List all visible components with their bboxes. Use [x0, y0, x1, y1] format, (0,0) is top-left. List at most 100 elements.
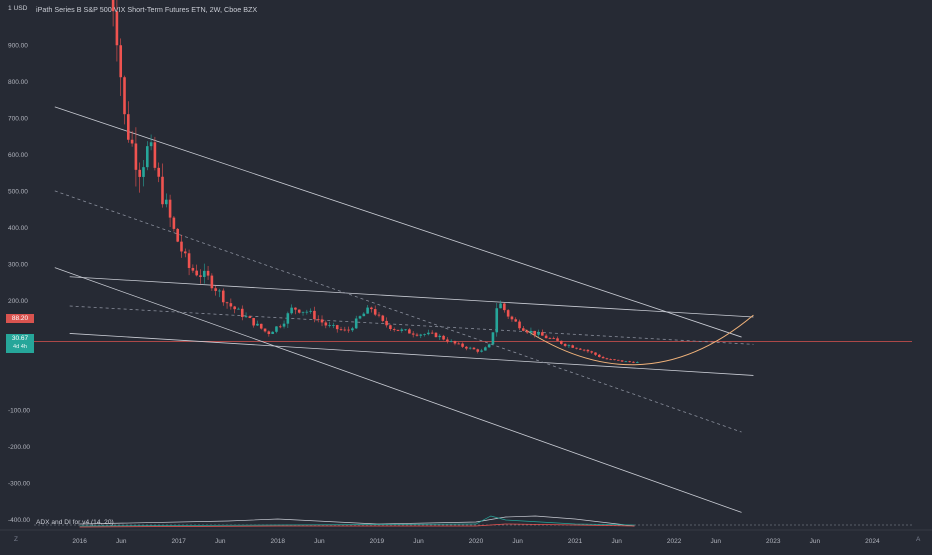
y-tick-label: 900.00	[8, 42, 28, 49]
y-tick-label: -100.00	[8, 408, 30, 415]
candle-body	[423, 334, 426, 335]
candle-body	[575, 347, 578, 349]
x-tick-label: 2017	[171, 538, 186, 545]
candle-body	[168, 199, 172, 218]
candle-body	[537, 332, 540, 335]
candle-body	[138, 169, 142, 177]
candle-body	[567, 345, 571, 347]
candle-body	[590, 351, 594, 353]
candle-body	[381, 315, 385, 321]
candle-body	[548, 338, 552, 339]
candle-body	[240, 308, 244, 317]
candle-body	[233, 306, 236, 310]
trendline	[69, 276, 754, 318]
y-tick-label: 300.00	[8, 262, 28, 269]
candle-body	[328, 325, 331, 326]
x-tick-label: 2019	[370, 538, 385, 545]
candle-body	[408, 329, 411, 334]
unit-label: 1 USD	[8, 5, 28, 12]
candle-body	[400, 329, 404, 331]
candle-body	[187, 253, 191, 268]
candle-body	[628, 361, 631, 363]
candle-body	[392, 328, 396, 330]
x-tick-label: Jun	[512, 538, 523, 545]
candle-body	[176, 228, 179, 242]
candle-body	[301, 311, 305, 313]
cup-curve	[525, 314, 754, 366]
chart-title: iPath Series B S&P 500 VIX Short-Term Fu…	[36, 5, 258, 14]
candle-body	[195, 270, 198, 276]
candle-body	[480, 350, 483, 352]
y-tick-label: 600.00	[8, 152, 28, 159]
candle-body	[560, 340, 563, 344]
candle-body	[297, 309, 301, 313]
x-tick-label: 2020	[469, 538, 484, 545]
candle-body	[305, 311, 309, 313]
candle-body	[446, 339, 449, 342]
adx-line	[79, 515, 635, 527]
candle-body	[419, 334, 423, 336]
candle-body	[533, 330, 537, 335]
trendline	[69, 305, 754, 345]
candle-body	[529, 330, 533, 333]
candle-body	[206, 270, 210, 276]
candle-body	[613, 359, 616, 361]
candle-body	[465, 346, 468, 349]
candle-body	[278, 326, 282, 328]
di-plus-line	[79, 515, 635, 527]
candle-body	[271, 331, 274, 335]
candle-body	[252, 318, 255, 326]
last-price-value: 30.67	[11, 335, 29, 342]
candle-body	[354, 318, 358, 329]
candle-body	[514, 319, 518, 322]
candle-body	[552, 338, 556, 340]
candle-body	[130, 139, 134, 144]
scale-toggle-icon[interactable]: A	[916, 536, 921, 543]
candle-body	[332, 325, 335, 326]
trendline	[54, 106, 742, 338]
auto-scale-icon[interactable]: Z	[14, 536, 18, 543]
candle-body	[620, 360, 624, 362]
y-tick-label: -200.00	[8, 444, 30, 451]
candle-body	[347, 329, 350, 331]
candle-body	[115, 11, 119, 46]
candle-body	[579, 348, 582, 350]
candle-body	[221, 290, 225, 303]
candle-body	[442, 335, 445, 340]
candle-body	[370, 307, 373, 310]
candle-body	[522, 328, 525, 331]
candle-body	[385, 320, 388, 326]
candle-body	[571, 345, 575, 348]
x-tick-label: 2023	[766, 538, 781, 545]
candle-body	[484, 347, 487, 351]
candle-body	[582, 349, 586, 351]
candle-body	[256, 323, 259, 326]
candle-body	[358, 316, 362, 319]
candle-body	[157, 167, 160, 177]
x-tick-label: 2016	[72, 538, 87, 545]
candle-timer: 4d 4h	[13, 344, 27, 350]
candle-body	[282, 323, 286, 327]
di-minus-line	[79, 523, 635, 528]
candle-body	[366, 307, 369, 314]
candle-body	[586, 349, 590, 352]
y-tick-label: -300.00	[8, 481, 30, 488]
candle-body	[248, 316, 252, 319]
candle-body	[225, 302, 229, 304]
candle-body	[544, 335, 548, 339]
candle-body	[476, 349, 480, 352]
candle-body	[487, 344, 491, 348]
candle-body	[335, 325, 339, 330]
candle-body	[237, 308, 240, 310]
candle-body	[191, 267, 195, 271]
hline-price-tag: 88.20	[6, 314, 34, 323]
y-tick-label: 500.00	[8, 188, 28, 195]
candle-body	[461, 343, 464, 347]
candle-body	[491, 332, 495, 345]
candle-body	[161, 176, 164, 205]
y-tick-label: 800.00	[8, 79, 28, 86]
candle-body	[430, 332, 434, 334]
last-price-tag: 30.67 4d 4h	[6, 334, 34, 353]
